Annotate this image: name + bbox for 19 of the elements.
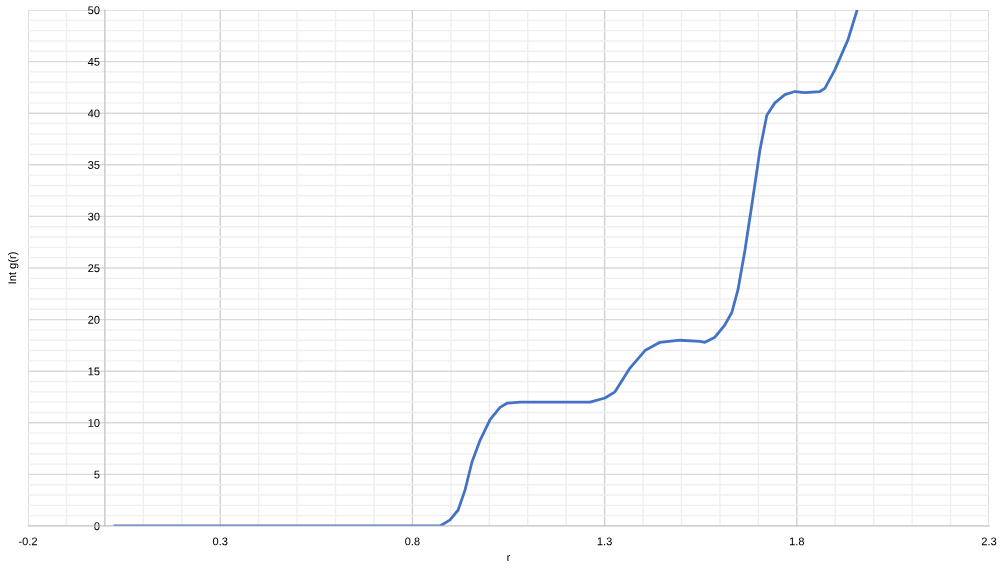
y-axis-title: Int g(r) [8, 252, 19, 284]
y-tick-label: 45 [87, 57, 100, 66]
y-tick-label: 0 [94, 522, 100, 531]
y-tick-label: 15 [88, 367, 100, 376]
x-tick-label: 2.3 [981, 537, 997, 546]
y-tick-label: 30 [88, 212, 100, 221]
y-tick-label: 5 [94, 470, 100, 479]
x-tick-label: 0.8 [405, 537, 420, 546]
x-axis-title: r [507, 555, 511, 562]
x-tick-label: 1.8 [789, 537, 805, 546]
x-tick-label: 0.3 [212, 537, 228, 546]
x-tick-label: 1.3 [597, 537, 612, 546]
y-tick-label: 50 [88, 6, 100, 15]
y-tick-label: 10 [88, 419, 100, 427]
y-tick-label: 20 [88, 315, 100, 324]
y-tick-label: 40 [87, 109, 100, 118]
x-tick-label: -0.2 [18, 537, 38, 546]
y-tick-label: 25 [88, 264, 100, 273]
y-tick-label: 35 [88, 161, 100, 169]
